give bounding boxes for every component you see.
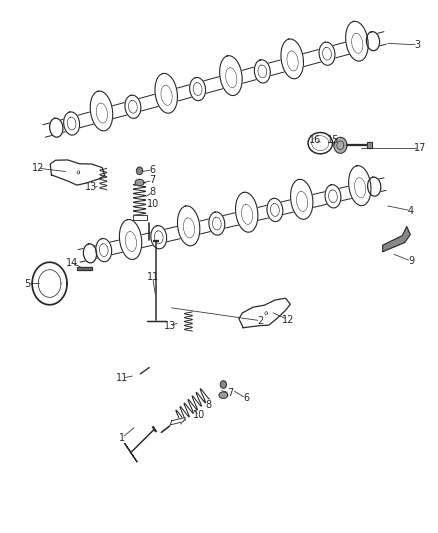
Text: 8: 8 xyxy=(205,400,211,410)
Polygon shape xyxy=(133,215,147,220)
Polygon shape xyxy=(219,56,242,95)
Text: 8: 8 xyxy=(149,187,155,197)
Polygon shape xyxy=(319,42,335,66)
Polygon shape xyxy=(220,381,226,388)
Polygon shape xyxy=(78,178,386,262)
Text: 15: 15 xyxy=(327,135,339,145)
Text: 13: 13 xyxy=(164,321,176,331)
Polygon shape xyxy=(49,118,63,137)
Polygon shape xyxy=(236,192,258,232)
Polygon shape xyxy=(325,185,341,208)
Text: 1: 1 xyxy=(119,433,125,443)
Polygon shape xyxy=(346,21,368,61)
Text: 11: 11 xyxy=(146,272,159,282)
Text: 7: 7 xyxy=(149,175,156,185)
Polygon shape xyxy=(254,60,270,83)
Polygon shape xyxy=(349,166,371,206)
Text: 14: 14 xyxy=(66,259,78,268)
Polygon shape xyxy=(177,206,200,246)
Text: 9: 9 xyxy=(408,256,414,266)
Text: 12: 12 xyxy=(32,163,44,173)
Text: 13: 13 xyxy=(85,182,98,192)
Polygon shape xyxy=(125,95,141,118)
Polygon shape xyxy=(77,266,92,270)
Polygon shape xyxy=(170,417,185,425)
Polygon shape xyxy=(155,74,177,113)
Polygon shape xyxy=(334,138,347,154)
Text: 3: 3 xyxy=(415,40,421,50)
Polygon shape xyxy=(219,392,228,398)
Polygon shape xyxy=(50,160,105,185)
Polygon shape xyxy=(308,133,332,154)
Polygon shape xyxy=(366,31,380,51)
Text: 10: 10 xyxy=(146,199,159,209)
Polygon shape xyxy=(151,225,167,249)
Polygon shape xyxy=(209,212,225,235)
Polygon shape xyxy=(135,179,144,185)
Polygon shape xyxy=(281,39,304,79)
Polygon shape xyxy=(120,220,142,260)
Text: 12: 12 xyxy=(282,314,294,325)
Polygon shape xyxy=(43,31,386,137)
Text: 6: 6 xyxy=(149,165,155,175)
Polygon shape xyxy=(290,179,313,219)
Text: 2: 2 xyxy=(258,316,264,326)
Text: 6: 6 xyxy=(243,393,249,403)
Polygon shape xyxy=(83,244,97,263)
Polygon shape xyxy=(96,238,112,262)
Text: 11: 11 xyxy=(116,373,128,383)
Text: 10: 10 xyxy=(193,410,205,421)
Text: 17: 17 xyxy=(413,143,426,154)
Polygon shape xyxy=(190,77,205,101)
Text: 16: 16 xyxy=(309,135,321,145)
Text: 7: 7 xyxy=(227,388,233,398)
Text: 5: 5 xyxy=(25,279,31,288)
Polygon shape xyxy=(64,112,80,135)
Text: 4: 4 xyxy=(408,206,414,216)
Polygon shape xyxy=(367,177,381,196)
Polygon shape xyxy=(267,198,283,222)
Polygon shape xyxy=(125,443,137,462)
Polygon shape xyxy=(367,142,372,149)
Polygon shape xyxy=(32,262,67,305)
Polygon shape xyxy=(383,227,410,252)
Polygon shape xyxy=(239,298,290,328)
Polygon shape xyxy=(137,167,143,174)
Polygon shape xyxy=(90,91,113,131)
